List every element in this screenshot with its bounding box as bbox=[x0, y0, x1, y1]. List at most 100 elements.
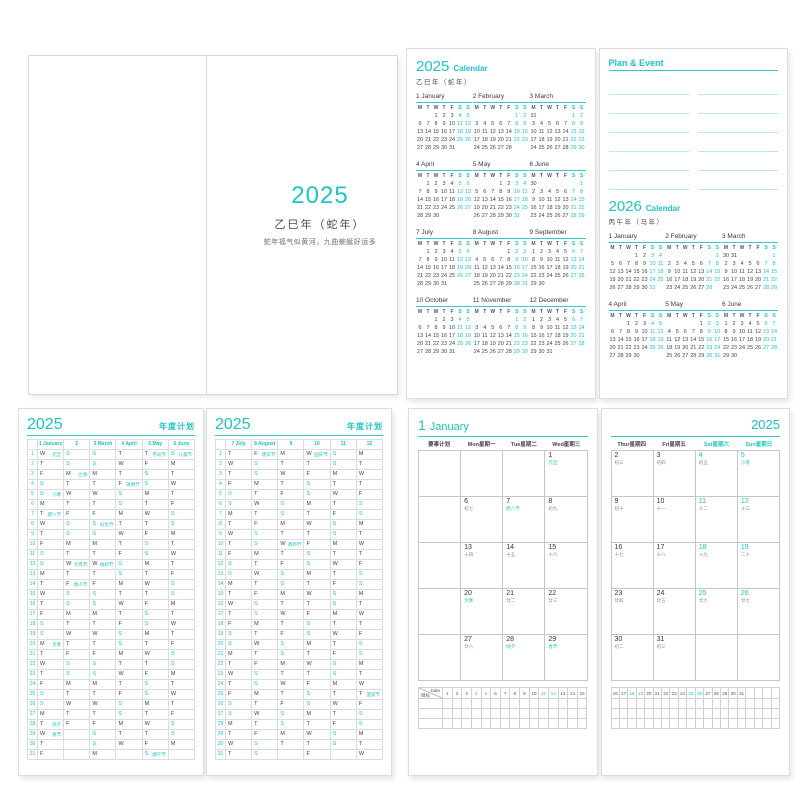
mini-calendar-day: 14 bbox=[578, 257, 585, 263]
tracker-empty-cell bbox=[645, 699, 654, 709]
year-plan-day-cell: S bbox=[278, 580, 305, 590]
mini-calendar-day: 26 bbox=[657, 345, 664, 351]
mini-calendar-day: 10 bbox=[530, 129, 537, 135]
weekday-letter: T bbox=[170, 701, 175, 707]
holiday-label: 建军节 bbox=[261, 452, 276, 457]
weekday-letter: F bbox=[40, 471, 44, 477]
mini-calendar-day: 5 bbox=[555, 189, 560, 195]
weekday-label: M bbox=[610, 245, 615, 251]
mini-calendar-day: 1 bbox=[499, 181, 503, 187]
plan-event-writing-line bbox=[697, 76, 778, 95]
year-plan-day-cell: W bbox=[116, 460, 143, 470]
mini-calendar-title: 1 January bbox=[416, 93, 445, 100]
year-plan-day-number: 17 bbox=[216, 610, 226, 620]
weekday-letter: S bbox=[170, 661, 175, 667]
day-number: 22 bbox=[548, 590, 557, 597]
lunar-or-holiday-label: 初四 bbox=[656, 460, 666, 465]
weekday-letter: F bbox=[228, 621, 232, 627]
weekday-letter: W bbox=[66, 561, 72, 567]
mini-calendar-day: 3 bbox=[450, 317, 454, 323]
weekday-letter: M bbox=[40, 501, 45, 507]
mini-calendar-title: 6 June bbox=[722, 301, 742, 308]
tracker-goal-label: 目标 bbox=[421, 693, 430, 698]
day-number: 12 bbox=[740, 498, 749, 505]
weekday-letter: T bbox=[40, 461, 44, 467]
mini-calendar-day: 27 bbox=[609, 353, 616, 359]
year-plan-day-cell: S bbox=[116, 560, 143, 570]
mini-calendar-day: 2 bbox=[523, 113, 527, 119]
mini-calendar-week: 10 11 12 13 14 15 16 bbox=[473, 128, 529, 136]
mini-calendar-title: 6 June bbox=[529, 161, 550, 168]
year-plan-day-cell: W bbox=[252, 570, 279, 580]
year-plan-day-cell: F bbox=[64, 510, 91, 520]
tracker-empty-cell bbox=[611, 709, 620, 719]
weekday-label: W bbox=[490, 173, 496, 179]
day-number: 7 bbox=[506, 498, 511, 505]
year-plan-day-cell: T bbox=[38, 580, 65, 590]
year-plan-day-cell: S bbox=[38, 550, 65, 560]
day-number: 2 bbox=[614, 452, 619, 459]
tracker-empty-cell bbox=[771, 688, 780, 699]
mini-calendar-day bbox=[738, 352, 746, 360]
year-plan-day-cell: M bbox=[168, 530, 195, 540]
mini-calendar-day: 26 bbox=[464, 137, 472, 143]
day-number: 28 bbox=[506, 636, 515, 643]
weekday-letter: W bbox=[332, 491, 338, 497]
mini-calendar-day: 23 bbox=[578, 137, 585, 143]
plan-event-line-row bbox=[608, 95, 778, 114]
year-plan-day-cell: T bbox=[142, 520, 169, 530]
weekday-letter: M bbox=[144, 631, 150, 637]
tracker-empty-cell bbox=[670, 709, 679, 719]
weekday-letter: F bbox=[306, 611, 310, 617]
tracker-day-number: 9 bbox=[520, 688, 530, 699]
mini-calendar-day: 24 bbox=[730, 285, 738, 291]
mini-calendar-day: 4 bbox=[483, 121, 487, 127]
mini-calendar-day: 15 bbox=[513, 333, 520, 339]
tracker-empty-cell bbox=[452, 719, 463, 729]
weekday-letter: S bbox=[254, 541, 258, 547]
tracker-day-number: 13 bbox=[558, 688, 569, 699]
weekday-letter: W bbox=[92, 631, 98, 637]
weekday-letter: M bbox=[254, 551, 259, 557]
holiday-label: 清明节 bbox=[126, 482, 140, 487]
mini-calendar-day: 11 bbox=[739, 269, 745, 275]
mini-calendar-day: 4 bbox=[523, 181, 527, 187]
tracker-day-number: 7 bbox=[500, 688, 511, 699]
year-plan-day-cell: S bbox=[252, 600, 279, 610]
mini-calendar-day: 19 bbox=[562, 265, 569, 271]
year-plan-day-number: 20 bbox=[28, 640, 38, 650]
mini-calendar-day: 12 bbox=[746, 269, 754, 275]
weekday-letter: M bbox=[40, 711, 45, 717]
mini-calendar-week: 9 10 11 12 13 14 15 bbox=[722, 268, 778, 276]
year-plan-day-cell: T bbox=[330, 480, 357, 490]
calendar-2025-zodiac: 乙巳年（蛇年） bbox=[416, 79, 472, 86]
mini-calendar-day: 18 bbox=[682, 277, 689, 283]
weekday-label: M bbox=[610, 313, 615, 319]
weekday-letter: F bbox=[118, 621, 122, 627]
weekday-letter: W bbox=[40, 521, 46, 527]
year-plan-day-cell: S bbox=[330, 590, 357, 600]
mini-calendar-week: 27 28 29 30 31 bbox=[416, 144, 472, 152]
year-plan-day-cell: W bbox=[64, 630, 91, 640]
mini-calendar-day: 7 bbox=[579, 317, 584, 323]
weekday-letter: S bbox=[280, 571, 284, 577]
weekday-letter: T bbox=[228, 731, 232, 737]
weekday-label: M bbox=[474, 173, 479, 179]
year-plan-day-cell: M bbox=[356, 730, 383, 740]
mini-calendar-day: 14 bbox=[505, 333, 512, 339]
mini-calendar-day bbox=[738, 252, 746, 260]
mini-calendar-week: 22 23 24 25 26 27 28 bbox=[530, 272, 586, 280]
plan-event-writing-line bbox=[697, 171, 778, 190]
mini-calendar-day bbox=[546, 180, 554, 188]
weekday-letter: T bbox=[92, 711, 96, 717]
weekday-letter: S bbox=[306, 701, 311, 707]
mini-calendar-day: 22 bbox=[424, 273, 432, 279]
year-plan-day-number: 10 bbox=[28, 540, 38, 550]
tracker-empty-cell bbox=[577, 719, 588, 729]
weekday-letter: S bbox=[254, 601, 258, 607]
tracker-empty-cell bbox=[704, 709, 713, 719]
mini-calendar-day: 18 bbox=[448, 265, 456, 271]
mini-calendar-day: 24 bbox=[674, 285, 681, 291]
